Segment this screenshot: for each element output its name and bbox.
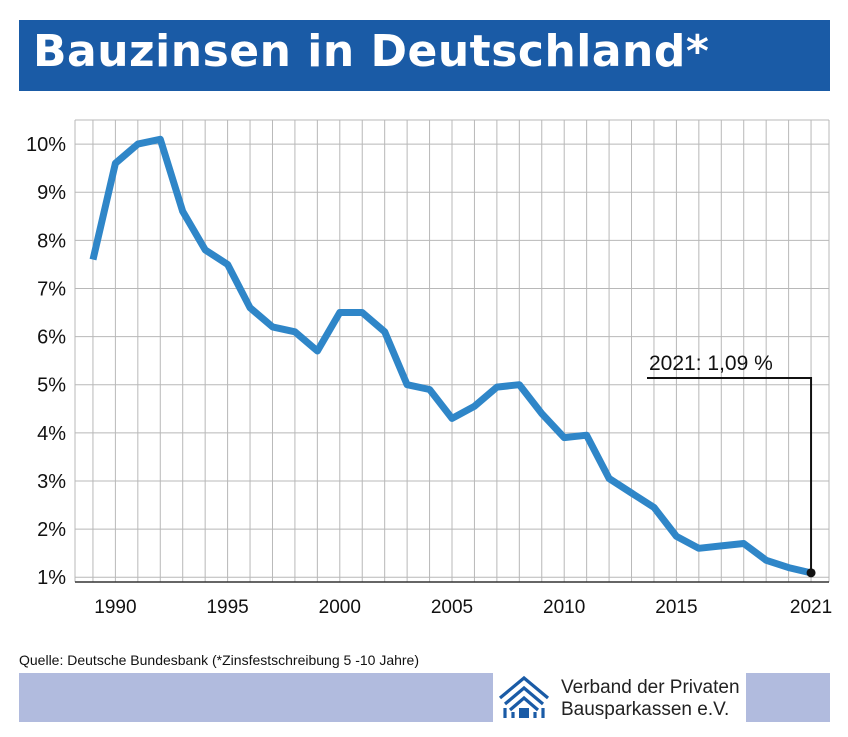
footer-bar-right bbox=[746, 673, 830, 722]
x-tick-label: 2015 bbox=[655, 597, 697, 618]
y-tick-label: 9% bbox=[37, 182, 66, 204]
page-title: Bauzinsen in Deutschland* bbox=[33, 26, 710, 77]
y-tick-label: 10% bbox=[26, 134, 66, 156]
annotation-leader-line bbox=[647, 377, 813, 573]
source-note: Quelle: Deutsche Bundesbank (*Zinsfestsc… bbox=[19, 652, 419, 668]
y-tick-label: 2% bbox=[37, 519, 66, 541]
y-tick-label: 3% bbox=[37, 471, 66, 493]
logo-text-line1: Verband der Privaten bbox=[561, 677, 740, 698]
y-tick-label: 6% bbox=[37, 327, 66, 349]
annotation-label: 2021: 1,09 % bbox=[649, 352, 773, 375]
x-tick-label: 2000 bbox=[319, 597, 361, 618]
x-tick-label: 2021 bbox=[790, 597, 832, 618]
annotation-point bbox=[806, 568, 816, 578]
y-tick-label: 4% bbox=[37, 423, 66, 445]
y-tick-label: 1% bbox=[37, 567, 66, 589]
logo-text-line2: Bausparkassen e.V. bbox=[561, 699, 730, 720]
y-tick-label: 7% bbox=[37, 278, 66, 300]
title-bar: Bauzinsen in Deutschland* bbox=[19, 20, 830, 91]
x-tick-label: 2010 bbox=[543, 597, 585, 618]
x-tick-label: 1995 bbox=[206, 597, 248, 618]
y-tick-label: 8% bbox=[37, 230, 66, 252]
footer-bar-left bbox=[19, 673, 493, 722]
x-tick-label: 1990 bbox=[94, 597, 136, 618]
house-roof-logo-icon bbox=[498, 675, 550, 718]
annotation: 2021: 1,09 % bbox=[647, 352, 816, 578]
y-tick-label: 5% bbox=[37, 375, 66, 397]
x-tick-label: 2005 bbox=[431, 597, 473, 618]
